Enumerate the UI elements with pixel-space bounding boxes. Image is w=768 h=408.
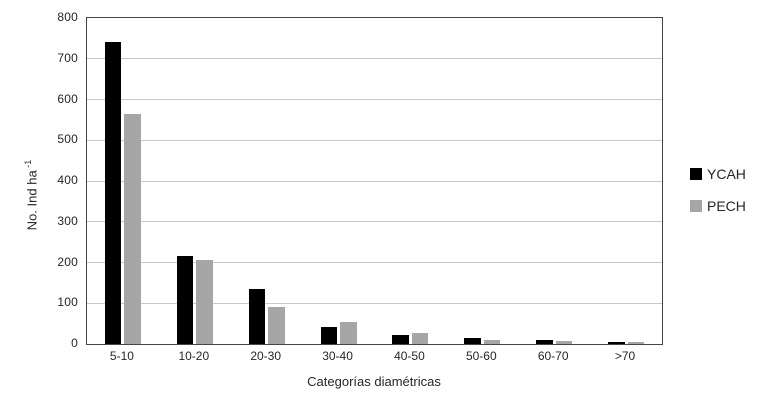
legend-swatch-ycah: [690, 168, 702, 180]
y-tick-label-400: 400: [57, 173, 78, 187]
bar-pech-10-20: [196, 260, 213, 344]
bar-ycah-30-40: [320, 326, 338, 344]
bar-ycah-10-20: [176, 256, 194, 344]
bar-pech-30-40: [340, 321, 357, 344]
gridline-300: [87, 221, 662, 223]
y-axis-title: No. Ind ha -1: [20, 147, 39, 243]
bar-pech-5-10: [124, 113, 141, 344]
bar-ycah-40-50: [392, 334, 409, 344]
bar-ycah-20-30: [248, 289, 266, 344]
gridline-600: [87, 99, 662, 100]
gridline-200: [87, 262, 662, 263]
gridline-500: [87, 139, 662, 141]
y-tick-label-600: 600: [57, 91, 78, 106]
bar-pech-60-70: [555, 341, 573, 344]
legend-label-ycah: YCAH: [707, 166, 746, 182]
gridline-700: [87, 58, 662, 60]
legend: YCAH PECH: [690, 166, 746, 230]
bar-ycah-50-60: [464, 338, 481, 344]
bar-ycah-5-10: [104, 42, 122, 344]
x-tick-label-40-50: 40-50: [394, 349, 425, 363]
x-axis-title: Categorías diamétricas: [307, 374, 441, 389]
y-tick-label-700: 700: [57, 50, 78, 65]
legend-item-ycah: YCAH: [690, 166, 746, 182]
x-tick-label-5-10: 5-10: [109, 349, 134, 363]
legend-swatch-pech: [690, 200, 702, 212]
x-tick-label-10-20: 10-20: [178, 349, 210, 363]
bar-pech-40-50: [411, 333, 429, 344]
y-tick-label-200: 200: [57, 254, 78, 269]
y-tick-label-0: 0: [71, 336, 78, 350]
bar-ycah-60-70: [536, 339, 553, 344]
y-tick-label-100: 100: [57, 295, 78, 310]
bar-pech-gt70: [627, 342, 645, 344]
legend-label-pech: PECH: [707, 198, 746, 214]
y-tick-label-300: 300: [57, 213, 78, 228]
x-tick-label-30-40: 30-40: [322, 349, 353, 363]
plot-area: [86, 17, 663, 345]
bar-pech-20-30: [268, 307, 285, 344]
bar-ycah-gt70: [608, 341, 625, 344]
y-axis-title-superscript: -1: [23, 159, 33, 168]
x-tick-label-20-30: 20-30: [250, 349, 282, 363]
y-tick-label-500: 500: [57, 132, 78, 147]
gridline-100: [87, 302, 662, 304]
y-tick-label-800: 800: [57, 10, 78, 24]
bar-pech-50-60: [483, 340, 501, 344]
x-tick-label-60-70: 60-70: [537, 349, 569, 363]
x-tick-label-gt70: >70: [614, 349, 636, 363]
gridline-400: [87, 180, 662, 182]
x-tick-label-50-60: 50-60: [465, 349, 497, 363]
legend-item-pech: PECH: [690, 198, 746, 214]
